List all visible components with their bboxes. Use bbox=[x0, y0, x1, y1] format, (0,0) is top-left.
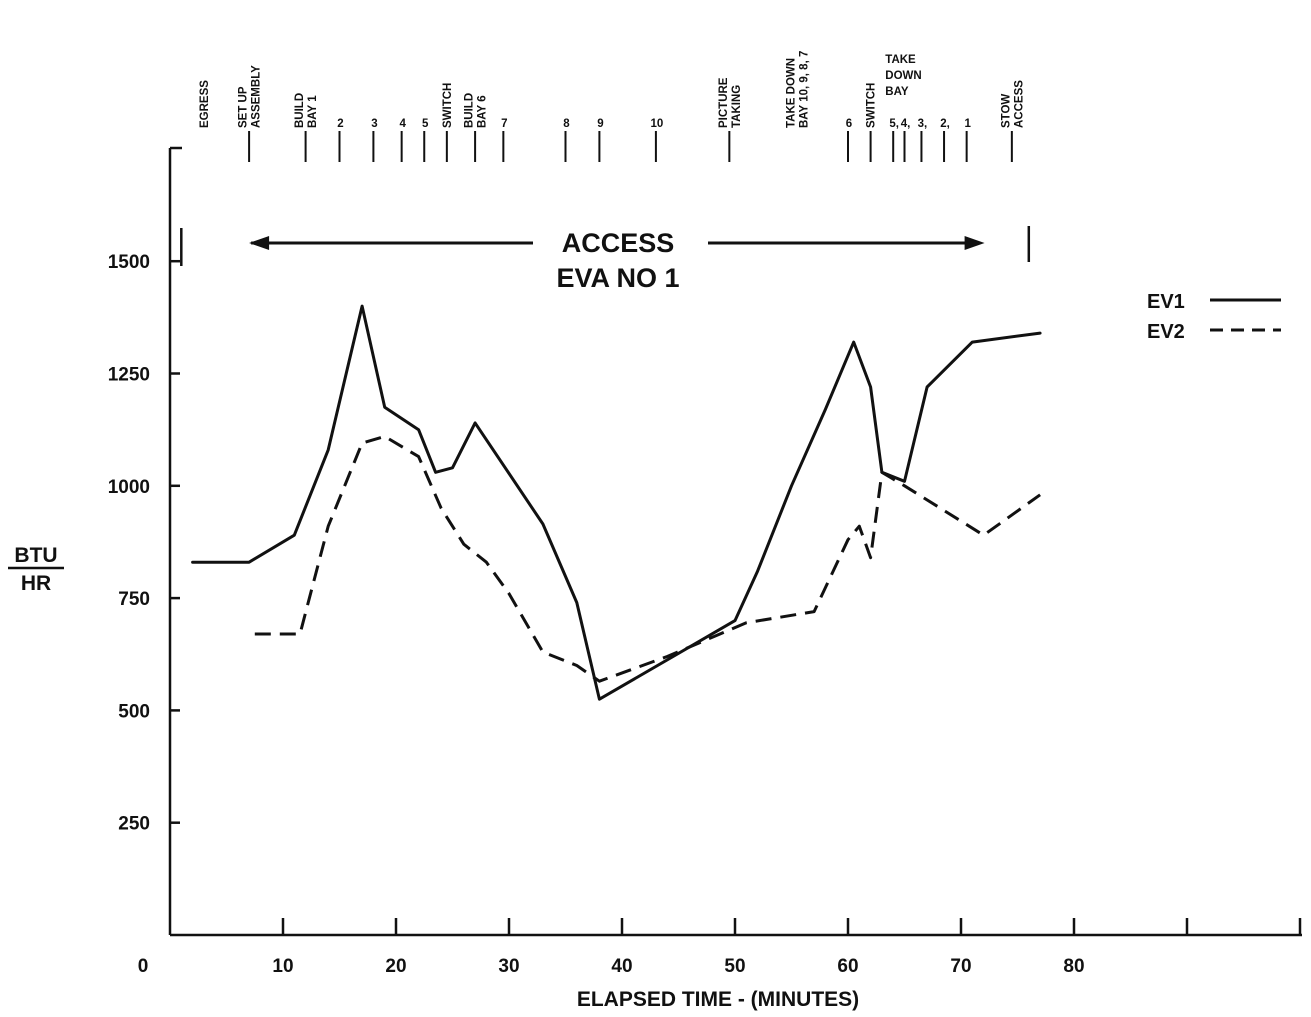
access-annotation: ACCESS EVA NO 1 bbox=[180, 226, 1031, 293]
y-axis-title-bottom: HR bbox=[21, 572, 51, 595]
access-annotation-line2: EVA NO 1 bbox=[556, 263, 679, 293]
access-arrow-right-head bbox=[964, 236, 985, 250]
event-label: SWITCH bbox=[866, 83, 878, 128]
y-axis-title-top: BTU bbox=[14, 544, 57, 567]
event-label: 5 bbox=[422, 118, 429, 130]
x-tick-label: 20 bbox=[385, 956, 406, 977]
event-label: 6 bbox=[846, 118, 852, 130]
event-label: 3 bbox=[371, 118, 377, 130]
access-annotation-line1: ACCESS bbox=[562, 228, 675, 258]
x-tick-label: 60 bbox=[837, 956, 858, 977]
event-label: 9 bbox=[597, 118, 603, 130]
event-label: 2, bbox=[940, 118, 950, 130]
event-label: EGRESS bbox=[199, 80, 211, 128]
y-axis-ticks: 250 500 750 1000 1250 1500 bbox=[108, 252, 180, 835]
event-label: 3, bbox=[918, 118, 928, 130]
event-label: 10 bbox=[651, 118, 664, 130]
event-label: BAY bbox=[885, 86, 909, 98]
event-label: ASSEMBLY bbox=[251, 65, 263, 128]
event-label: SWITCH bbox=[442, 83, 454, 128]
x-axis-ticks: 0 10 20 30 40 50 60 70 80 bbox=[138, 918, 1302, 977]
legend-label: EV1 bbox=[1147, 291, 1185, 313]
x-tick-label: 0 bbox=[138, 956, 149, 977]
series-line-ev2 bbox=[254, 434, 1041, 683]
y-tick-label: 1500 bbox=[108, 252, 150, 273]
series-line-ev1 bbox=[191, 304, 1042, 701]
x-tick-label: 70 bbox=[950, 956, 971, 977]
x-tick-label: 50 bbox=[724, 956, 745, 977]
event-label: BAY 10, 9, 8, 7 bbox=[799, 51, 811, 128]
axes bbox=[168, 146, 1302, 937]
event-label: ACCESS bbox=[1013, 80, 1025, 128]
y-tick-label: 500 bbox=[118, 701, 150, 722]
event-labels: EGRESS SET UP ASSEMBLY BUILD BAY 1 2 3 4 5 SWITCH… bbox=[199, 51, 1025, 162]
event-label: 5, bbox=[889, 118, 899, 130]
legend-label: EV2 bbox=[1147, 321, 1185, 343]
event-label: BUILD bbox=[464, 93, 476, 128]
event-label: STOW bbox=[1000, 94, 1012, 128]
x-tick-label: 40 bbox=[611, 956, 632, 977]
event-label: TAKE bbox=[885, 54, 916, 66]
event-label: PICTURE bbox=[718, 77, 730, 128]
event-label: 4 bbox=[399, 118, 406, 130]
series-lines bbox=[191, 304, 1042, 701]
y-tick-label: 750 bbox=[118, 589, 150, 610]
x-axis-title: ELAPSED TIME - (MINUTES) bbox=[577, 988, 859, 1011]
x-tick-label: 10 bbox=[272, 956, 293, 977]
event-label: SET UP bbox=[238, 86, 250, 128]
event-label: BUILD bbox=[294, 93, 306, 128]
y-axis-title: BTU HR bbox=[8, 544, 64, 595]
x-tick-label: 80 bbox=[1063, 956, 1084, 977]
event-label: DOWN bbox=[885, 70, 921, 82]
event-label: 8 bbox=[563, 118, 570, 130]
event-label: TAKE DOWN bbox=[786, 58, 798, 128]
x-tick-label: 30 bbox=[498, 956, 519, 977]
event-label: BAY 6 bbox=[477, 95, 489, 128]
event-label: 2 bbox=[337, 118, 343, 130]
access-arrow-left-head bbox=[249, 236, 270, 250]
event-label: 7 bbox=[501, 118, 507, 130]
y-tick-label: 1000 bbox=[108, 477, 150, 498]
y-tick-label: 250 bbox=[118, 814, 150, 835]
event-label: 1 bbox=[964, 118, 971, 130]
event-label: TAKING bbox=[731, 85, 743, 128]
event-label: 4, bbox=[901, 118, 911, 130]
event-label: BAY 1 bbox=[307, 95, 319, 128]
y-tick-label: 1250 bbox=[108, 365, 150, 386]
